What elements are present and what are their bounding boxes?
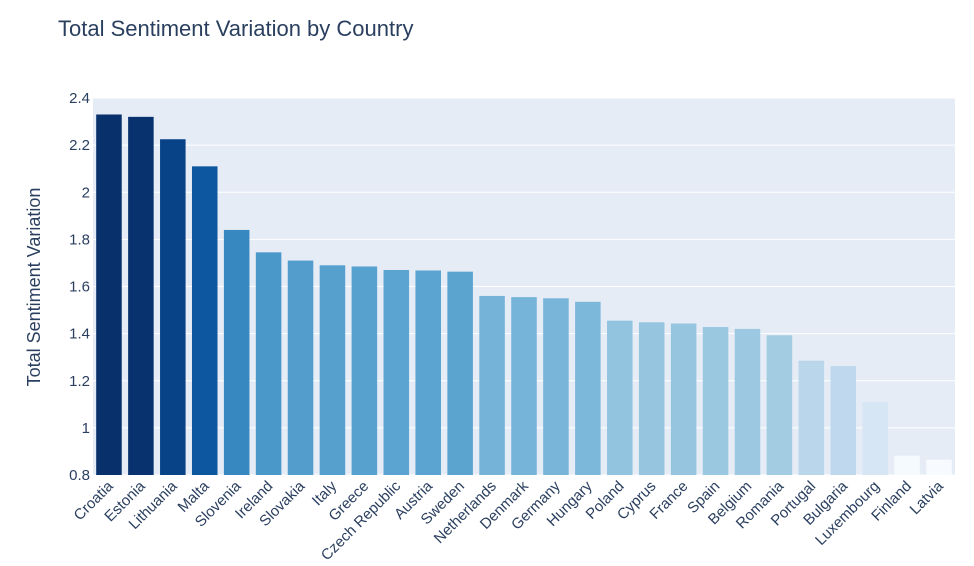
bar-portugal — [798, 360, 825, 475]
x-tick-label: Latvia — [907, 477, 948, 518]
bar-austria — [415, 270, 441, 475]
bar-lithuania — [160, 139, 186, 475]
bar-poland — [607, 320, 633, 475]
y-axis-title: Total Sentiment Variation — [24, 188, 44, 387]
bar-cyprus — [638, 322, 665, 475]
bar-czech-republic — [383, 270, 410, 475]
y-tick-label: 1.8 — [69, 231, 90, 248]
y-tick-label: 1.2 — [69, 373, 90, 390]
bar-germany — [543, 298, 569, 475]
y-tick-label: 2.2 — [69, 137, 90, 154]
bar-luxembourg — [862, 401, 888, 475]
y-tick-label: 1 — [82, 420, 90, 437]
bar-greece — [351, 266, 378, 475]
bar-ireland — [255, 252, 282, 475]
bar-hungary — [575, 301, 601, 475]
bar-sweden — [447, 271, 473, 475]
y-tick-label: 1.6 — [69, 279, 90, 296]
y-tick-label: 1.4 — [69, 326, 90, 343]
bar-slovenia — [223, 229, 250, 475]
bar-bulgaria — [830, 366, 857, 475]
bar-latvia — [926, 459, 952, 475]
x-axis: CroatiaEstoniaLithuaniaMaltaSloveniaIrel… — [71, 477, 948, 564]
bar-belgium — [734, 328, 761, 475]
y-tick-label: 2.4 — [69, 90, 90, 107]
y-axis: 0.8 1 1.2 1.4 1.6 1.8 2 2.2 2.4 — [69, 90, 90, 484]
bar-estonia — [128, 116, 154, 475]
bar-croatia — [96, 114, 122, 476]
y-tick-label: 0.8 — [69, 467, 90, 484]
bars — [96, 114, 952, 476]
bar-slovakia — [287, 260, 314, 475]
bar-malta — [191, 166, 218, 476]
bar-romania — [766, 335, 793, 475]
bar-spain — [702, 327, 729, 475]
bar-denmark — [511, 297, 537, 475]
y-tick-label: 2 — [82, 184, 90, 201]
bar-italy — [319, 265, 346, 475]
bar-finland — [894, 455, 920, 475]
bar-netherlands — [479, 295, 505, 475]
bar-france — [670, 323, 697, 475]
chart-title: Total Sentiment Variation by Country — [58, 16, 414, 41]
